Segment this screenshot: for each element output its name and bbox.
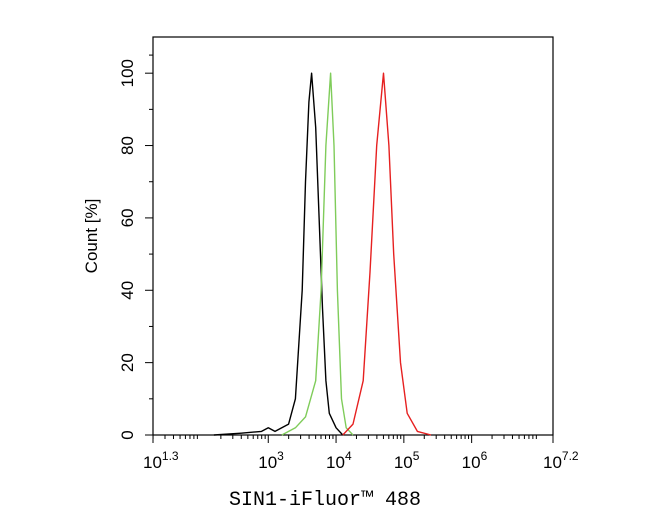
- y-tick-label: 60: [118, 208, 137, 227]
- y-tick-label: 100: [118, 59, 137, 87]
- histogram-line: [342, 72, 432, 436]
- histogram-line: [213, 72, 344, 436]
- x-tick-base: 10: [143, 453, 162, 472]
- plot-frame: [152, 36, 554, 436]
- y-tick-label: 20: [118, 353, 137, 372]
- x-tick-base: 10: [462, 453, 481, 472]
- x-tick-exponent: 4: [345, 449, 352, 463]
- x-tick-exponent: 3: [277, 449, 284, 463]
- x-tick-exponent: 6: [481, 449, 488, 463]
- x-tick-base: 10: [543, 453, 562, 472]
- x-tick-label: 101.3: [143, 449, 179, 472]
- x-tick-exponent: 7.2: [562, 449, 579, 463]
- x-tick-label: 106: [462, 449, 488, 472]
- x-axis-label: SIN1-iFluor™ 488: [229, 489, 421, 512]
- y-tick-label: 40: [118, 281, 137, 300]
- x-tick-label: 104: [326, 449, 352, 472]
- y-tick-label: 0: [118, 430, 137, 439]
- x-tick-label: 105: [394, 449, 420, 472]
- y-tick-label: 80: [118, 136, 137, 155]
- histogram-line: [281, 72, 354, 436]
- x-tick-exponent: 5: [413, 449, 420, 463]
- x-tick-label: 107.2: [543, 449, 579, 472]
- x-tick-base: 10: [394, 453, 413, 472]
- x-tick-exponent: 1.3: [162, 449, 179, 463]
- x-tick-base: 10: [258, 453, 277, 472]
- x-tick-base: 10: [326, 453, 345, 472]
- y-axis-label: Count [%]: [82, 199, 101, 274]
- x-tick-label: 103: [258, 449, 284, 472]
